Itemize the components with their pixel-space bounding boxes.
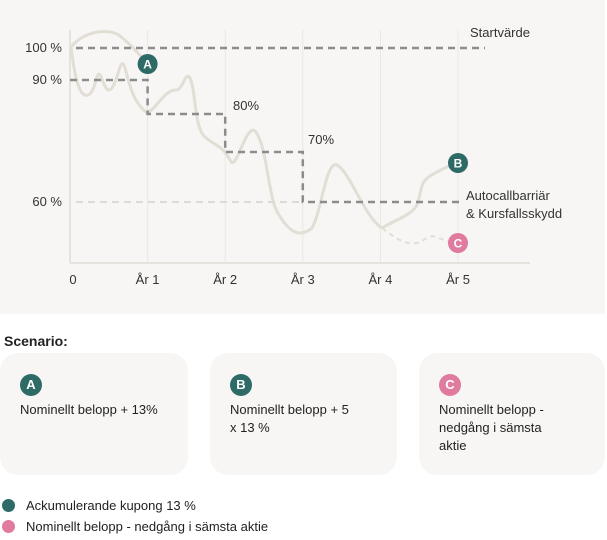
marker-label: C — [454, 237, 463, 251]
marker-a — [137, 54, 158, 74]
y-tick-label: 100 % — [25, 40, 62, 55]
x-tick-label: År 1 — [136, 272, 160, 287]
x-tick-label: År 2 — [213, 272, 237, 287]
x-tick-label: År 4 — [368, 272, 392, 287]
chart: 0 År 1 År 2 År 3 År 4 År 5 100 % 90 % 60 % Startv… — [25, 25, 562, 287]
card-text: Nominellt belopp + 13% — [20, 402, 158, 417]
legend-item-nominal: Nominellt belopp - nedgång i sämsta akti… — [2, 519, 268, 534]
x-tick-label: År 3 — [291, 272, 315, 287]
marker-b — [448, 153, 468, 173]
card-text: Nominellt belopp - nedgång i sämsta akti… — [439, 402, 544, 453]
legend-label: Ackumulerande kupong 13 % — [26, 498, 196, 513]
x-tick-label: 0 — [69, 272, 76, 287]
stock-curve — [69, 46, 383, 235]
teal-dot-icon — [2, 499, 15, 512]
stock-upper-arc — [69, 29, 149, 65]
autocall-step-line — [70, 78, 460, 204]
badge-c: C — [439, 374, 461, 396]
marker-c — [448, 233, 468, 253]
barrier-label: Autocallbarriär — [466, 188, 550, 203]
badge-b: B — [230, 374, 252, 396]
stock-curve-b — [381, 161, 460, 230]
y-tick-label: 90 % — [32, 72, 62, 87]
marker-label: B — [454, 157, 463, 171]
startvarde-label: Startvärde — [470, 25, 530, 40]
badge-a: A — [20, 374, 42, 396]
step-label-70: 70% — [308, 132, 334, 147]
x-tick-label: År 5 — [446, 272, 470, 287]
card-text: Nominellt belopp + 5 x 13 % — [230, 402, 349, 435]
gridlines — [147, 30, 459, 263]
legend-item-coupon: Ackumulerande kupong 13 % — [2, 498, 196, 513]
stock-curve-c — [381, 227, 460, 245]
barrier-label-2: & Kursfallsskydd — [466, 206, 562, 221]
scenario-heading: Scenario: — [4, 333, 68, 349]
scenario-card-c: C Nominellt belopp - nedgång i sämsta ak… — [419, 353, 605, 475]
pink-dot-icon — [2, 520, 15, 533]
y-tick-label: 60 % — [32, 194, 62, 209]
legend-label: Nominellt belopp - nedgång i sämsta akti… — [26, 519, 269, 534]
step-label-80: 80% — [233, 98, 259, 113]
marker-label: A — [143, 58, 152, 72]
scenario-card-a: A Nominellt belopp + 13% — [0, 353, 188, 475]
scenario-card-b: B Nominellt belopp + 5 x 13 % — [210, 353, 397, 475]
